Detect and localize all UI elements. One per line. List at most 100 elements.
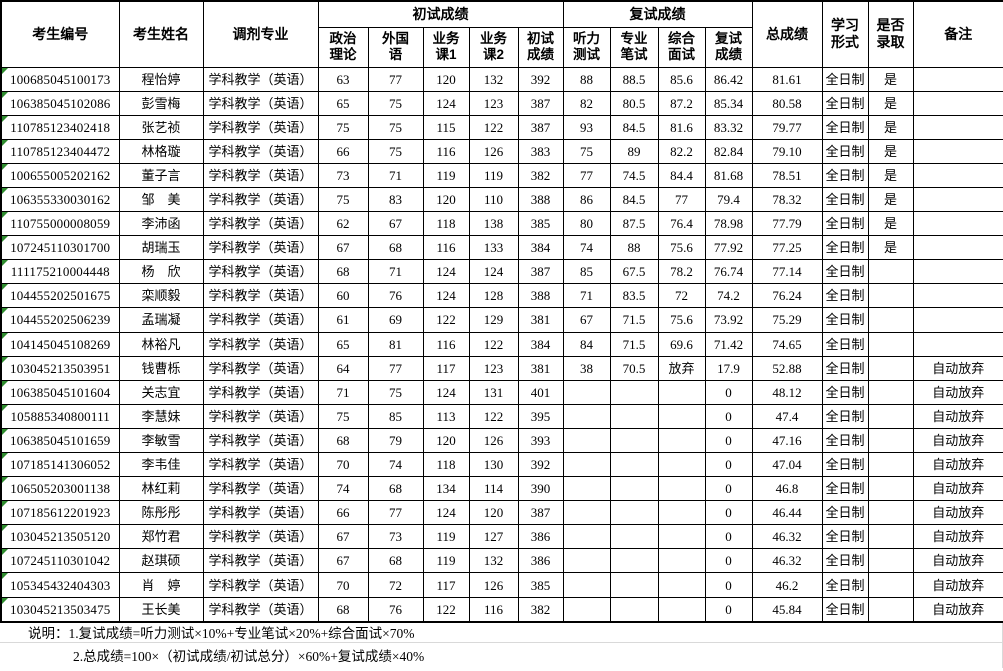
cell-course2: 122 xyxy=(468,403,519,429)
cell-foreign-lang: 74 xyxy=(367,451,424,478)
table-row: 110785123402418 张艺祯 学科教学（英语） 75 75 115 122 387 9… xyxy=(0,114,1003,140)
cell-candidate-id: 107245110301700 xyxy=(0,235,120,261)
cell-remark: 自动放弃 xyxy=(912,548,1003,574)
table-row: 103045213503951 钱曹栎 学科教学（英语） 64 77 117 123 381 3… xyxy=(0,355,1003,381)
cell-initial-total: 386 xyxy=(517,548,564,574)
cell-study-form: 全日制 xyxy=(821,379,869,405)
cell-admitted: 是 xyxy=(867,66,914,92)
cell-retest-total: 85.34 xyxy=(704,90,753,116)
cell-candidate-id: 107245110301042 xyxy=(0,548,120,574)
cell-listening: 74 xyxy=(562,235,611,261)
cell-course1: 120 xyxy=(422,66,470,92)
cell-initial-total: 387 xyxy=(517,500,564,526)
table-row: 103045213503475 王长美 学科教学（英语） 68 76 122 116 382 0… xyxy=(0,596,1003,623)
excel-flag-triangle-icon xyxy=(2,68,8,74)
cell-written-test: 84.5 xyxy=(609,114,659,140)
excel-flag-triangle-icon xyxy=(2,236,8,243)
cell-listening xyxy=(562,403,611,429)
cell-retest-total: 0 xyxy=(704,572,753,598)
cell-course2: 119 xyxy=(468,162,519,188)
cell-retest-total: 83.32 xyxy=(704,114,753,140)
cell-course2: 131 xyxy=(468,379,519,405)
cell-course1: 119 xyxy=(422,162,470,188)
table-row: 104455202501675 栾顺毅 学科教学（英语） 60 76 124 128 388 7… xyxy=(0,283,1003,309)
cell-study-form: 全日制 xyxy=(821,500,869,526)
cell-politics: 75 xyxy=(317,186,369,213)
cell-candidate-id: 105885340800111 xyxy=(0,403,120,429)
cell-course2: 116 xyxy=(468,596,519,623)
col-group-retest-scores: 复试成绩 xyxy=(562,0,753,28)
cell-interview xyxy=(657,572,706,598)
cell-major: 学科教学（英语） xyxy=(202,66,319,92)
cell-retest-total: 0 xyxy=(704,476,753,502)
cell-major: 学科教学（英语） xyxy=(202,596,319,623)
cell-listening: 71 xyxy=(562,283,611,309)
cell-major: 学科教学（英语） xyxy=(202,186,319,213)
cell-remark: 自动放弃 xyxy=(912,524,1003,550)
cell-interview: 72 xyxy=(657,283,706,309)
cell-course1: 116 xyxy=(422,138,470,164)
cell-initial-total: 381 xyxy=(517,307,564,333)
cell-total-score: 47.16 xyxy=(751,427,823,454)
cell-remark: 自动放弃 xyxy=(912,427,1003,454)
cell-politics: 67 xyxy=(317,524,369,550)
cell-initial-total: 382 xyxy=(517,596,564,623)
cell-foreign-lang: 77 xyxy=(367,500,424,526)
cell-listening: 85 xyxy=(562,259,611,285)
cell-written-test: 84.5 xyxy=(609,186,659,213)
cell-major: 学科教学（英语） xyxy=(202,476,319,502)
col-header-retest-total: 复试 成绩 xyxy=(704,26,753,68)
cell-course2: 124 xyxy=(468,259,519,285)
cell-written-test: 70.5 xyxy=(609,355,659,381)
cell-total-score: 77.14 xyxy=(751,259,823,285)
cell-interview: 76.4 xyxy=(657,211,706,237)
cell-candidate-name: 程怡婷 xyxy=(118,66,204,92)
cell-interview: 75.6 xyxy=(657,235,706,261)
cell-candidate-name: 王长美 xyxy=(118,596,204,623)
cell-written-test: 71.5 xyxy=(609,307,659,333)
cell-total-score: 46.44 xyxy=(751,500,823,526)
cell-course2: 129 xyxy=(468,307,519,333)
excel-flag-triangle-icon xyxy=(2,477,8,484)
cell-candidate-id: 107185141306052 xyxy=(0,451,120,478)
cell-listening: 93 xyxy=(562,114,611,140)
cell-retest-total: 0 xyxy=(704,451,753,478)
cell-interview xyxy=(657,451,706,478)
cell-remark: 自动放弃 xyxy=(912,451,1003,478)
cell-admitted xyxy=(867,500,914,526)
cell-politics: 66 xyxy=(317,500,369,526)
cell-course2: 114 xyxy=(468,476,519,502)
cell-written-test: 67.5 xyxy=(609,259,659,285)
cell-course2: 127 xyxy=(468,524,519,550)
cell-candidate-id: 107185612201923 xyxy=(0,500,120,526)
cell-politics: 62 xyxy=(317,211,369,237)
cell-candidate-id: 110785123402418 xyxy=(0,114,120,140)
cell-listening xyxy=(562,379,611,405)
cell-major: 学科教学（英语） xyxy=(202,403,319,429)
cell-written-test xyxy=(609,572,659,598)
cell-total-score: 77.79 xyxy=(751,211,823,237)
cell-remark xyxy=(912,235,1003,261)
cell-study-form: 全日制 xyxy=(821,331,869,357)
cell-remark xyxy=(912,162,1003,188)
footnotes: 说明：1.复试成绩=听力测试×10%+专业笔试×20%+综合面试×70% 2.总… xyxy=(0,622,1003,668)
cell-course2: 126 xyxy=(468,427,519,454)
excel-flag-triangle-icon xyxy=(2,188,8,194)
cell-course2: 130 xyxy=(468,451,519,478)
cell-total-score: 80.58 xyxy=(751,90,823,116)
cell-initial-total: 393 xyxy=(517,427,564,454)
table-row: 107185612201923 陈彤彤 学科教学（英语） 66 77 124 120 387 0… xyxy=(0,500,1003,526)
cell-written-test xyxy=(609,524,659,550)
cell-listening: 75 xyxy=(562,138,611,164)
cell-study-form: 全日制 xyxy=(821,162,869,188)
cell-candidate-name: 李慧妹 xyxy=(118,403,204,429)
cell-total-score: 77.25 xyxy=(751,235,823,261)
cell-initial-total: 385 xyxy=(517,572,564,598)
cell-listening: 80 xyxy=(562,211,611,237)
cell-total-score: 47.4 xyxy=(751,403,823,429)
cell-politics: 75 xyxy=(317,114,369,140)
cell-initial-total: 383 xyxy=(517,138,564,164)
excel-flag-triangle-icon xyxy=(2,501,8,508)
cell-interview xyxy=(657,403,706,429)
